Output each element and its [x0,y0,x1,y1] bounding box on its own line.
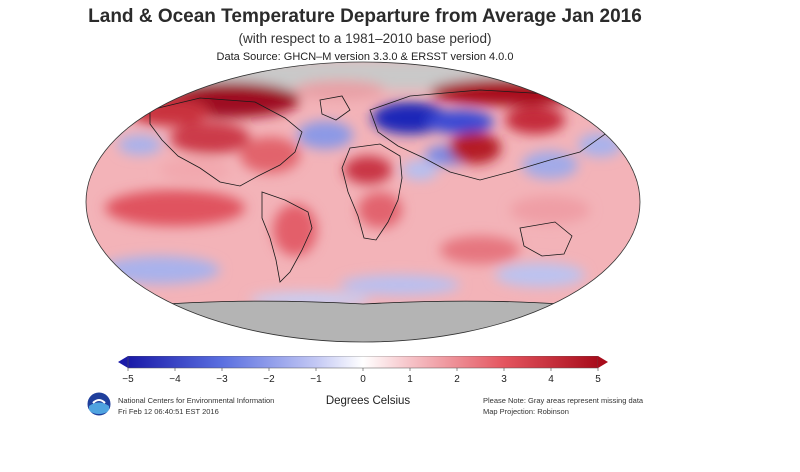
world-anomaly-map [85,61,641,343]
colorbar-left-arrow [118,356,128,368]
colorbar-tick-label: 5 [595,374,601,385]
credit-line-2: Fri Feb 12 06:40:51 EST 2016 [118,407,219,416]
coastlines [99,89,627,311]
note-block: Please Note: Gray areas represent missin… [483,395,643,417]
credit-block: National Centers for Environmental Infor… [118,395,274,417]
color-scale-bar: −5 −4 −3 −2 −1 0 1 2 3 4 5 [118,356,608,385]
colorbar-tick-label: 0 [360,374,366,385]
colorbar-tick-label: 1 [407,374,413,385]
colorbar-tick-label: −5 [122,374,134,385]
colorbar-tick-label: −4 [169,374,181,385]
noaa-logo-icon [86,391,112,417]
unit-label: Degrees Celsius [325,395,411,407]
colorbar-right-arrow [598,356,608,368]
antarctica-missing-area [86,301,640,342]
colorbar-tick-label: −3 [216,374,228,385]
colorbar-tick-label: 2 [454,374,460,385]
colorbar-tick-label: −1 [310,374,322,385]
map-subtitle: (with respect to a 1981–2010 base period… [238,31,492,46]
map-title: Land & Ocean Temperature Departure from … [88,6,642,27]
map-border [85,61,641,343]
note-line-2: Map Projection: Robinson [483,407,569,416]
colorbar-tick-label: 3 [501,374,507,385]
data-source-text: Data Source: GHCN–M version 3.3.0 & ERSS… [216,51,514,63]
credit-line-1: National Centers for Environmental Infor… [118,396,275,405]
note-line-1: Please Note: Gray areas represent missin… [483,396,644,405]
colorbar-tick-label: 4 [548,374,554,385]
colorbar-tick-label: −2 [263,374,275,385]
colorbar-gradient [127,356,599,369]
colorbar-ticks: −5 −4 −3 −2 −1 0 1 2 3 4 5 [122,368,601,385]
